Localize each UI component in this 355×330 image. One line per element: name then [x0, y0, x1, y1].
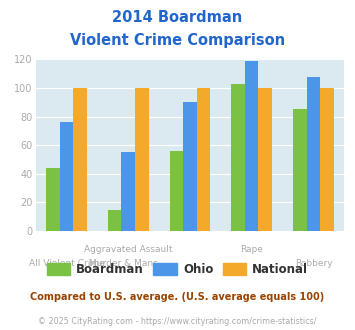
Bar [73, 88, 87, 231]
Bar [60, 122, 73, 231]
Bar [135, 88, 148, 231]
Bar [121, 152, 135, 231]
Bar [183, 102, 197, 231]
Bar [258, 88, 272, 231]
Text: Violent Crime Comparison: Violent Crime Comparison [70, 33, 285, 48]
Text: Compared to U.S. average. (U.S. average equals 100): Compared to U.S. average. (U.S. average … [31, 292, 324, 302]
Bar [245, 61, 258, 231]
Bar [46, 168, 60, 231]
Bar [108, 210, 121, 231]
Bar [170, 151, 183, 231]
Legend: Boardman, Ohio, National: Boardman, Ohio, National [42, 258, 313, 281]
Bar [293, 110, 307, 231]
Text: All Violent Crime: All Violent Crime [28, 259, 104, 268]
Bar [197, 88, 210, 231]
Bar [231, 84, 245, 231]
Text: Aggravated Assault: Aggravated Assault [84, 245, 173, 254]
Text: 2014 Boardman: 2014 Boardman [113, 10, 242, 25]
Text: © 2025 CityRating.com - https://www.cityrating.com/crime-statistics/: © 2025 CityRating.com - https://www.city… [38, 317, 317, 326]
Bar [320, 88, 334, 231]
Text: Rape: Rape [240, 245, 263, 254]
Text: Robbery: Robbery [295, 259, 332, 268]
Text: Murder & Mans...: Murder & Mans... [89, 259, 167, 268]
Bar [307, 77, 320, 231]
